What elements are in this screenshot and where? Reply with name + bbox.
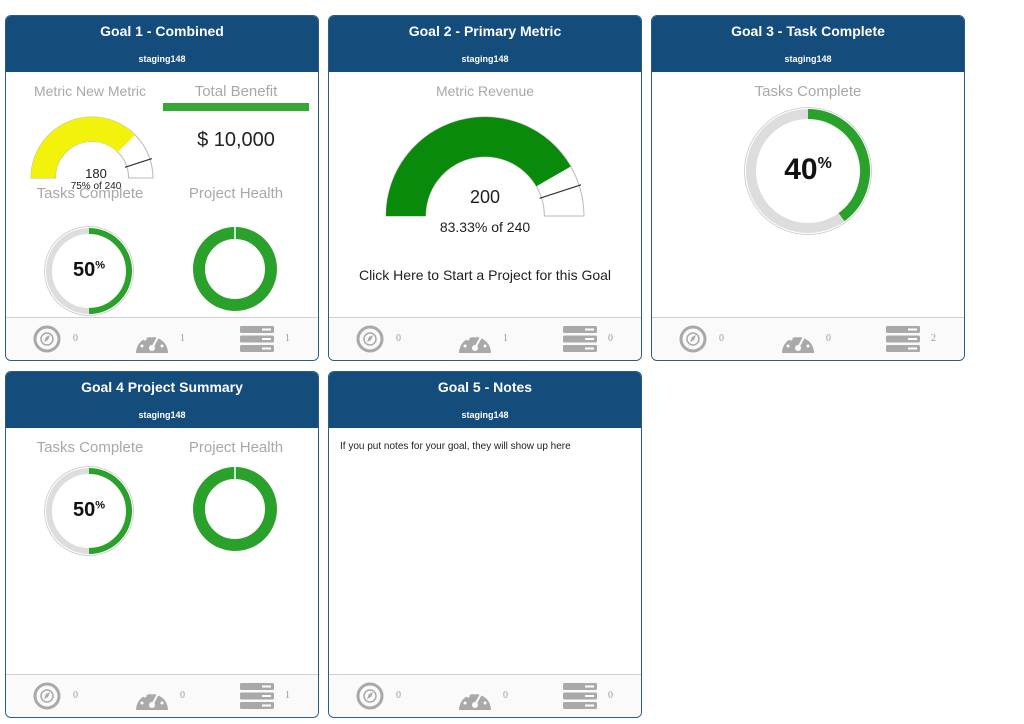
benefit-bar (163, 103, 309, 111)
ring-track (193, 227, 277, 311)
card-title: Goal 1 - Combined (100, 23, 224, 39)
benefit-label: Total Benefit (194, 83, 278, 100)
goal-card-primary-metric[interactable]: Goal 2 - Primary Metric staging148 Metri… (328, 15, 642, 361)
card-header: Goal 4 Project Summary staging148 (6, 372, 318, 428)
card-footer: 0 0 0 (329, 674, 641, 717)
tasks-percent: 50% (72, 259, 106, 281)
tasks-progress-ring (44, 466, 134, 556)
card-header: Goal 3 - Task Complete staging148 (652, 16, 964, 72)
ring-outline (44, 466, 134, 556)
gauge-count: 1 (503, 333, 508, 344)
card-subtitle: staging148 (461, 410, 509, 420)
stack-count: 2 (931, 333, 936, 344)
speedometer-icon[interactable] (134, 326, 170, 359)
compass-icon[interactable] (355, 324, 385, 359)
gauge-count: 0 (826, 333, 831, 344)
stack-count: 0 (608, 333, 613, 344)
notes-text: If you put notes for your goal, they wil… (340, 441, 571, 452)
metric-percent: 83.33% of 240 (439, 219, 531, 235)
compass-icon[interactable] (678, 324, 708, 359)
tasks-progress-ring (744, 107, 872, 235)
health-label: Project Health (188, 185, 284, 202)
project-health-ring (193, 467, 277, 551)
metric-value: 180 (85, 166, 107, 181)
metric-value: 200 (469, 187, 501, 207)
ring-outline (44, 226, 134, 316)
tasks-label: Tasks Complete (36, 439, 144, 456)
metric-label: Metric Revenue (435, 83, 535, 99)
metric-gauge (30, 116, 154, 179)
card-footer: 0 1 1 (6, 317, 318, 360)
gauge-fill (386, 117, 571, 216)
tasks-label: Tasks Complete (754, 83, 862, 100)
gauge-count: 0 (503, 690, 508, 701)
card-header: Goal 1 - Combined staging148 (6, 16, 318, 72)
server-stack-icon[interactable] (240, 326, 274, 357)
server-stack-icon[interactable] (240, 683, 274, 714)
gauge-count: 0 (180, 690, 185, 701)
stack-count: 1 (285, 333, 290, 344)
tasks-percent: 40% (784, 153, 832, 186)
speedometer-icon[interactable] (134, 683, 170, 716)
card-title: Goal 2 - Primary Metric (408, 23, 562, 39)
card-subtitle: staging148 (138, 410, 186, 420)
card-footer: 0 0 2 (652, 317, 964, 360)
card-header: Goal 5 - Notes staging148 (329, 372, 641, 428)
card-title: Goal 5 - Notes (437, 379, 533, 395)
compass-count: 0 (396, 333, 401, 344)
health-label: Project Health (188, 439, 284, 456)
compass-icon[interactable] (32, 324, 62, 359)
project-health-ring (193, 227, 277, 311)
goal-card-project-summary[interactable]: Goal 4 Project Summary staging148 Tasks … (5, 371, 319, 718)
speedometer-icon[interactable] (457, 326, 493, 359)
card-subtitle: staging148 (138, 54, 186, 64)
compass-icon[interactable] (355, 681, 385, 716)
benefit-value: $ 10,000 (197, 129, 275, 151)
stack-count: 1 (285, 690, 290, 701)
compass-icon[interactable] (32, 681, 62, 716)
gauge-count: 1 (180, 333, 185, 344)
card-subtitle: staging148 (784, 54, 832, 64)
metric-percent: 75% of 240 (70, 181, 122, 192)
gauge-target-marker (539, 184, 582, 199)
speedometer-icon[interactable] (457, 683, 493, 716)
gauge-fill (31, 117, 136, 178)
goal-card-notes[interactable]: Goal 5 - Notes staging148 If you put not… (328, 371, 642, 718)
tasks-percent: 50% (72, 499, 106, 521)
card-title: Goal 3 - Task Complete (731, 23, 885, 39)
server-stack-icon[interactable] (886, 326, 920, 357)
card-subtitle: staging148 (461, 54, 509, 64)
stack-count: 0 (608, 690, 613, 701)
card-footer: 0 1 0 (329, 317, 641, 360)
ring-fill (88, 228, 132, 314)
goal-card-combined[interactable]: Goal 1 - Combined staging148 Metric New … (5, 15, 319, 361)
compass-count: 0 (396, 690, 401, 701)
card-footer: 0 0 1 (6, 674, 318, 717)
ring-fill (807, 109, 870, 222)
gauge-target-marker (124, 157, 153, 168)
compass-count: 0 (719, 333, 724, 344)
metric-label: Metric New Metric (33, 83, 146, 99)
server-stack-icon[interactable] (563, 683, 597, 714)
ring-outline (744, 107, 872, 235)
compass-count: 0 (73, 333, 78, 344)
server-stack-icon[interactable] (563, 326, 597, 357)
compass-count: 0 (73, 690, 78, 701)
start-project-link[interactable]: Click Here to Start a Project for this G… (358, 267, 612, 283)
speedometer-icon[interactable] (780, 326, 816, 359)
card-title: Goal 4 Project Summary (81, 379, 243, 395)
tasks-progress-ring (44, 226, 134, 316)
ring-fill (88, 468, 132, 554)
ring-track (193, 467, 277, 551)
card-header: Goal 2 - Primary Metric staging148 (329, 16, 641, 72)
metric-gauge (385, 116, 585, 217)
tasks-label: Tasks Complete (36, 185, 144, 202)
goal-card-task-complete[interactable]: Goal 3 - Task Complete staging148 Tasks … (651, 15, 965, 361)
